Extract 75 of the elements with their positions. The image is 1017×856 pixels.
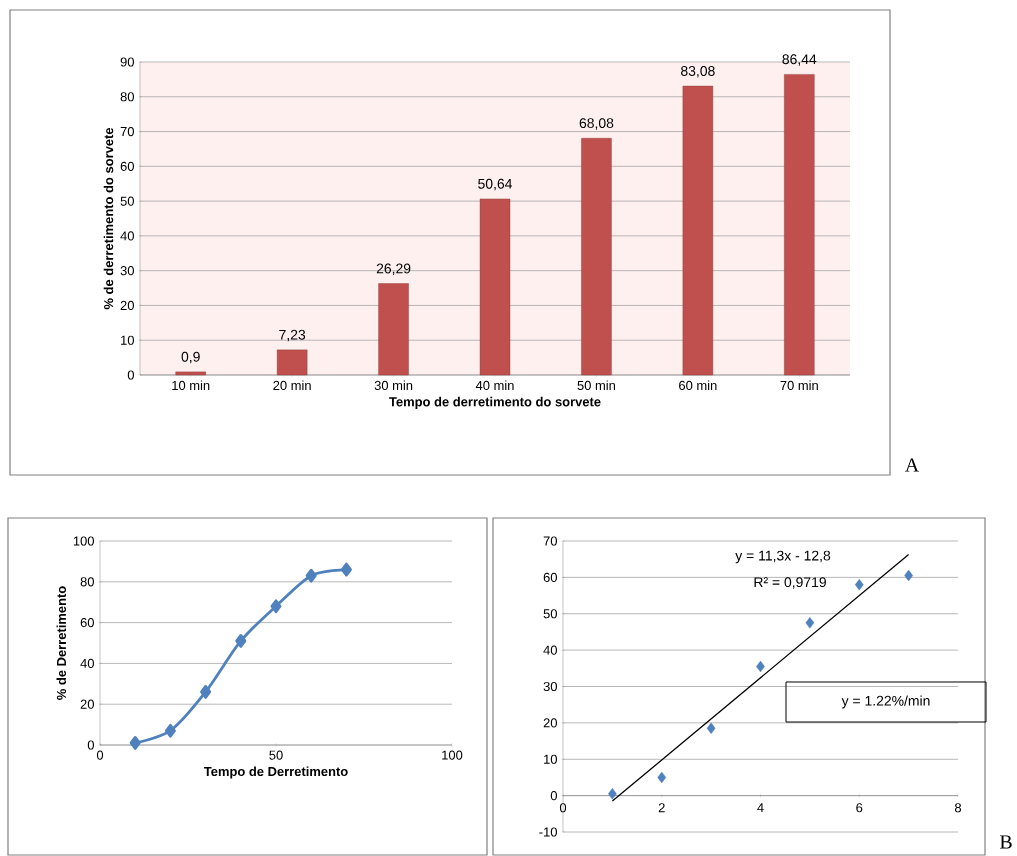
y-tick-label: 0 <box>550 791 557 801</box>
y-tick-label: 30 <box>543 681 557 692</box>
point <box>805 617 815 629</box>
bar <box>378 283 409 376</box>
y-tick-label: 20 <box>120 300 134 311</box>
y-axis-title: % de derretimento do sorvete <box>103 127 114 310</box>
x-tick-label: 10 min <box>172 380 210 391</box>
data-label: 86,44 <box>782 54 817 66</box>
x-tick-label: 70 min <box>780 380 818 391</box>
y-tick-label: 0 <box>127 370 134 380</box>
y-tick-label: 40 <box>120 231 134 241</box>
bar <box>784 74 815 376</box>
point <box>854 578 864 591</box>
point <box>305 568 317 583</box>
y-tick-label: 60 <box>543 572 557 582</box>
bar <box>581 138 612 376</box>
y-tick-label: 50 <box>543 609 557 619</box>
data-label: 0,9 <box>181 351 200 364</box>
point <box>164 723 176 738</box>
annotation: y = 1.22%/min <box>841 695 930 709</box>
point <box>608 788 617 800</box>
x-tick-label: 0 <box>559 803 567 813</box>
y-tick-label: 80 <box>120 92 134 102</box>
point <box>235 634 247 648</box>
x-tick-label: 100 <box>442 750 463 760</box>
data-label: 7,23 <box>279 329 306 342</box>
y-tick-label: 60 <box>120 161 134 171</box>
y-tick-label: 0 <box>87 740 94 750</box>
point <box>129 736 141 750</box>
y-tick-label: 70 <box>543 536 557 546</box>
y-tick-label: 80 <box>80 577 94 587</box>
x-tick-label: 30 min <box>374 380 413 391</box>
x-tick-label: 60 min <box>679 380 717 391</box>
x-tick-label: 4 <box>757 803 764 813</box>
point <box>340 562 352 577</box>
text: B <box>999 835 1012 849</box>
x-tick-label: 8 <box>954 803 962 813</box>
y-tick-label: 20 <box>80 699 94 709</box>
point <box>200 685 212 699</box>
bar <box>479 198 511 376</box>
y-tick-label: 30 <box>120 266 134 276</box>
x-tick-label: 50 min <box>577 380 616 391</box>
data-label: 50,64 <box>478 178 513 191</box>
point <box>270 599 282 614</box>
x-tick-label: 20 min <box>273 380 311 391</box>
data-label: 83,08 <box>681 66 715 78</box>
bar <box>682 85 714 376</box>
y-tick-label: 20 <box>543 718 557 728</box>
y-tick-label: 70 <box>120 126 134 137</box>
data-label: 26,29 <box>376 263 411 276</box>
y-tick-label: 60 <box>80 618 94 628</box>
annotation: R² = 0,9719 <box>754 577 826 589</box>
point <box>657 771 667 784</box>
y-tick-label: 50 <box>120 196 134 206</box>
y-tick-label: 10 <box>121 335 134 345</box>
x-axis-title: Tempo de derretimento do sorvete <box>389 396 601 409</box>
data-label: 68,08 <box>579 118 614 130</box>
x-tick-label: 0 <box>96 750 104 760</box>
y-tick-label: 40 <box>543 645 557 655</box>
x-tick-label: 40 min <box>475 380 514 391</box>
x-tick-label: 6 <box>856 803 863 813</box>
x-tick-label: 50 <box>269 750 283 760</box>
bar <box>276 349 308 376</box>
text: A <box>905 458 920 472</box>
y-axis-title: % de Derretimento <box>56 586 67 700</box>
y-tick-label: 40 <box>80 658 94 668</box>
y-tick-label: 10 <box>544 754 557 764</box>
bar <box>175 371 206 376</box>
x-tick-label: 2 <box>658 803 665 813</box>
point <box>706 722 716 735</box>
y-tick-label: 90 <box>120 57 134 67</box>
x-axis-title: Tempo de Derretimento <box>203 766 348 779</box>
y-tick-label: -10 <box>539 827 557 837</box>
annotation: y = 11,3x - 12,8 <box>735 550 831 564</box>
y-tick-label: 100 <box>73 536 94 546</box>
